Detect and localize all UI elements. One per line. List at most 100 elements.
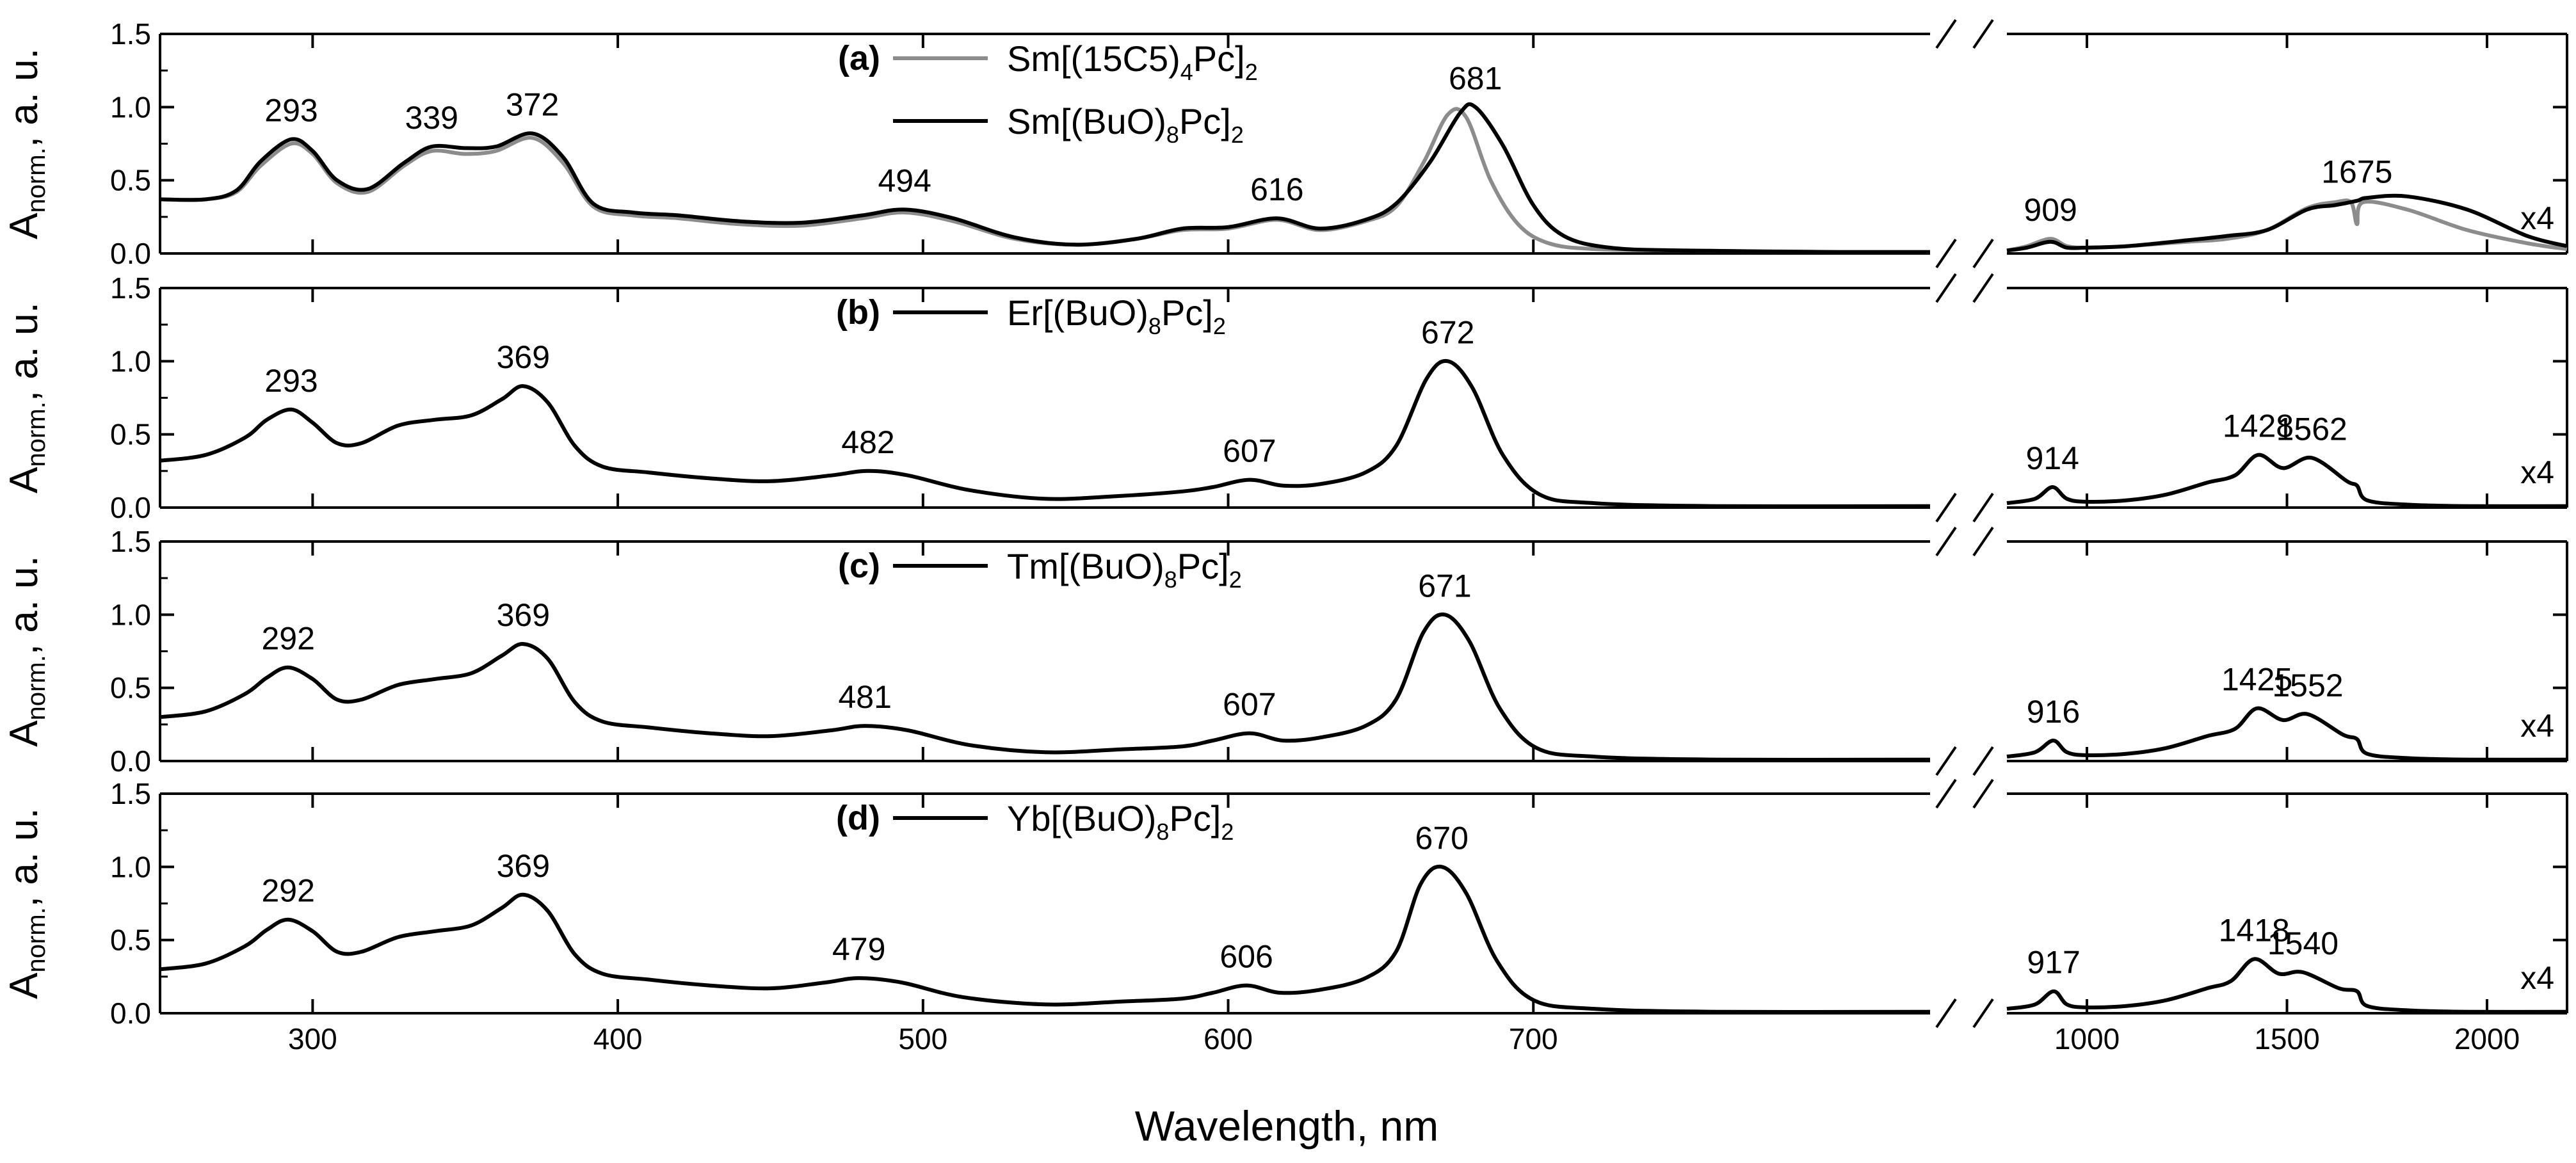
y-axis-label: Anorm., a. u. — [2, 808, 51, 999]
nir-scale-label: x4 — [2520, 960, 2554, 996]
peak-label: 607 — [1223, 433, 1276, 469]
panel-tag: (c) — [838, 547, 880, 585]
y-tick-label: 1.0 — [110, 344, 151, 378]
peak-label: 607 — [1223, 687, 1276, 723]
axis-break-mark — [1935, 778, 1957, 809]
legend-entry: Sm[(15C5)4Pc]2 — [1007, 38, 1258, 85]
axis-break-mark — [1935, 273, 1957, 303]
y-axis-label: Anorm., a. u. — [2, 48, 51, 239]
peak-label: 494 — [878, 163, 931, 198]
y-tick-label: 0.5 — [110, 418, 151, 451]
peak-label: 670 — [1415, 820, 1469, 856]
y-tick-label: 1.5 — [110, 525, 151, 558]
series-line-vis — [159, 864, 1931, 1015]
peak-label: 606 — [1220, 939, 1273, 975]
peak-label: 339 — [405, 100, 458, 136]
nir-scale-label: x4 — [2520, 454, 2554, 490]
peak-label: 372 — [506, 86, 559, 122]
axis-break-mark — [1935, 238, 1957, 269]
axis-break-mark — [1972, 238, 1994, 269]
y-tick-label: 1.5 — [110, 271, 151, 305]
x-tick-label: 1000 — [2054, 1022, 2120, 1055]
series-line-nir — [2006, 453, 2568, 508]
peak-label: 293 — [264, 363, 318, 399]
legend-entry: Tm[(BuO)8Pc]2 — [1007, 546, 1242, 593]
axis-break-mark — [1972, 746, 1994, 776]
axis-break-mark — [1972, 778, 1994, 809]
peak-label: 681 — [1449, 60, 1502, 96]
y-axis-label: Anorm., a. u. — [2, 302, 51, 493]
y-tick-label: 0.5 — [110, 671, 151, 705]
peak-label: 292 — [262, 873, 315, 909]
peak-label: 369 — [497, 597, 550, 633]
y-tick-label: 1.0 — [110, 850, 151, 883]
panel-d: 0.0 0.5 1.0 1.5 Anorm., a. u. 292 369 479 606 670… — [2, 777, 2568, 1055]
y-tick-label: 0.5 — [110, 924, 151, 957]
peak-label: 1540 — [2267, 926, 2339, 961]
series-line-nir — [2006, 706, 2568, 762]
series-line-nir — [2006, 957, 2568, 1014]
axis-break-mark — [1935, 998, 1957, 1029]
panel-tag: (d) — [836, 799, 880, 837]
peak-label: 1428 — [2223, 408, 2294, 444]
nir-scale-label: x4 — [2520, 708, 2554, 744]
legend-entry: Sm[(BuO)8Pc]2 — [1007, 101, 1244, 148]
panel-a: 0.0 0.5 1.0 1.5 Anorm., a. u. 293 339 372 494 616… — [2, 17, 2568, 270]
peak-label: 671 — [1418, 568, 1471, 604]
x-tick-label: 400 — [593, 1022, 643, 1055]
panels-layer: 0.0 0.5 1.0 1.5 Anorm., a. u. 293 339 372 494 616… — [2, 17, 2568, 1055]
y-tick-label: 1.0 — [110, 598, 151, 631]
x-axis-label: Wavelength, nm — [1135, 1102, 1438, 1150]
peak-label: 1675 — [2321, 154, 2392, 190]
x-tick-label: 600 — [1203, 1022, 1253, 1055]
peak-label: 909 — [2024, 192, 2077, 228]
peak-label: 293 — [264, 93, 318, 129]
series-line-nir — [2006, 193, 2568, 253]
series-line-vis — [159, 358, 1931, 509]
y-tick-label: 0.0 — [110, 997, 151, 1030]
axis-break-mark — [1972, 998, 1994, 1029]
axis-break-mark — [1935, 526, 1957, 557]
legend-entry: Er[(BuO)8Pc]2 — [1007, 293, 1226, 339]
y-tick-label: 0.0 — [110, 491, 151, 524]
axis-break-mark — [1972, 273, 1994, 303]
panel-c: 0.0 0.5 1.0 1.5 Anorm., a. u. 292 369 481 607 671… — [2, 525, 2568, 778]
peak-label: 482 — [841, 424, 894, 460]
peak-label: 481 — [839, 679, 892, 715]
peak-label: 292 — [262, 621, 315, 657]
peak-label: 1425 — [2221, 662, 2292, 698]
peak-label: 914 — [2026, 440, 2079, 476]
peak-label: 479 — [832, 931, 885, 967]
panel-b: 0.0 0.5 1.0 1.5 Anorm., a. u. 293 369 482 607 672… — [2, 271, 2568, 524]
x-tick-label: 1500 — [2254, 1022, 2319, 1055]
peak-label: 369 — [497, 848, 550, 884]
x-tick-label: 700 — [1509, 1022, 1558, 1055]
peak-label: 916 — [2027, 694, 2080, 730]
y-tick-label: 1.5 — [110, 17, 151, 51]
x-tick-label: 300 — [288, 1022, 337, 1055]
panel-tag: (b) — [836, 293, 880, 332]
axis-break-mark — [1972, 492, 1994, 523]
x-tick-label: 500 — [898, 1022, 947, 1055]
y-tick-label: 1.0 — [110, 90, 151, 124]
peak-label: 1552 — [2272, 668, 2343, 703]
x-tick-label: 2000 — [2454, 1022, 2520, 1055]
peak-label: 369 — [497, 339, 550, 375]
peak-label: 1418 — [2219, 912, 2290, 948]
legend-entry: Yb[(BuO)8Pc]2 — [1007, 798, 1234, 845]
panel-tag: (a) — [838, 39, 880, 77]
axis-break-mark — [1935, 492, 1957, 523]
series-line-vis — [159, 107, 1931, 254]
series-line-vis — [159, 102, 1931, 254]
y-axis-label: Anorm., a. u. — [2, 556, 51, 747]
series-line-vis — [159, 612, 1931, 762]
peak-label: 672 — [1421, 314, 1474, 350]
y-tick-label: 0.0 — [110, 744, 151, 778]
nir-scale-label: x4 — [2520, 200, 2554, 236]
y-tick-label: 0.5 — [110, 164, 151, 197]
axis-break-mark — [1972, 19, 1994, 49]
axis-break-mark — [1972, 526, 1994, 557]
axis-labels-layer: Wavelength, nm — [1135, 1102, 1438, 1150]
axis-break-mark — [1935, 746, 1957, 776]
